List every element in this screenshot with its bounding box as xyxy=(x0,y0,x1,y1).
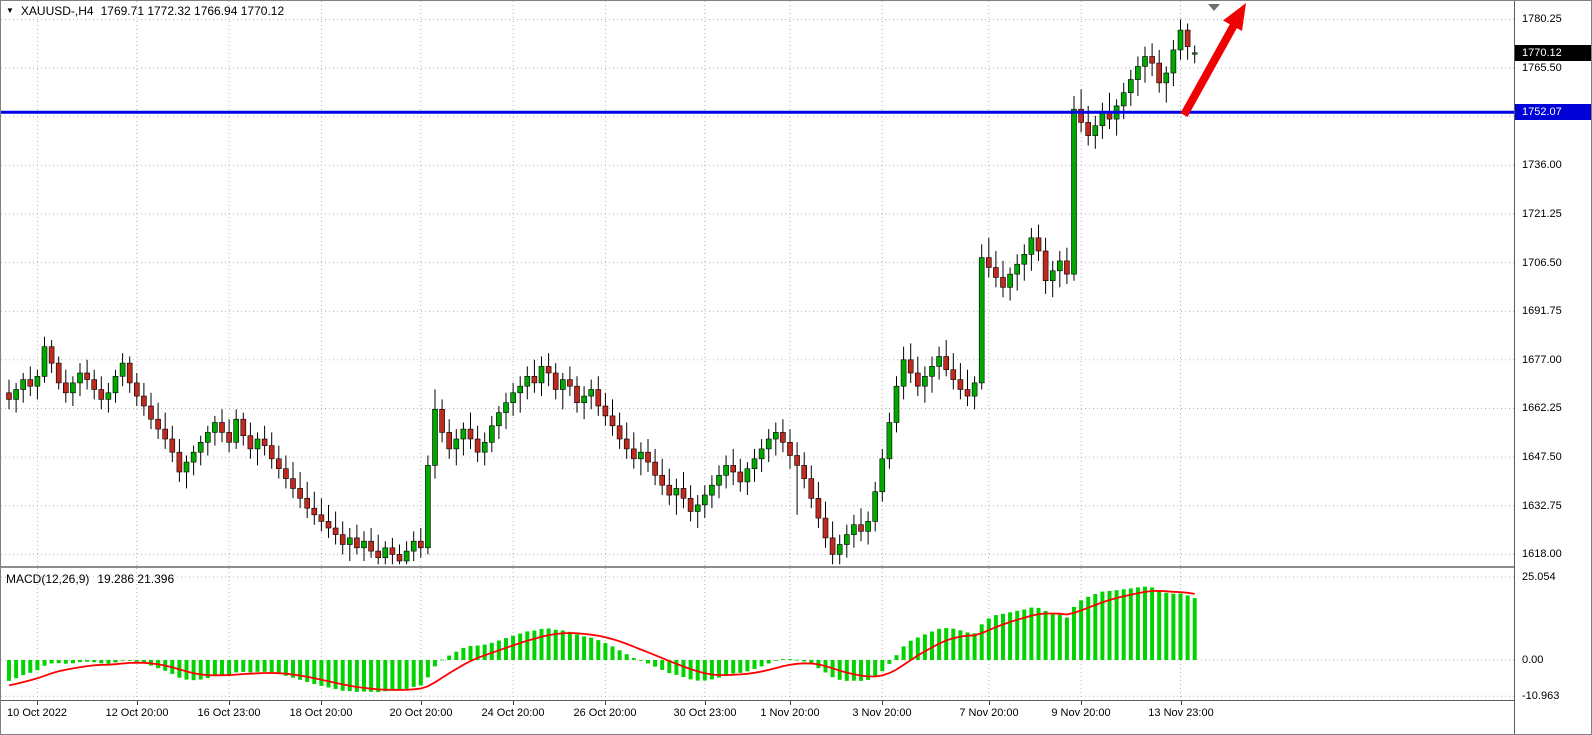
current-price-tag: 1770.12 xyxy=(1515,45,1591,61)
time-tick-label: 12 Oct 20:00 xyxy=(105,707,169,719)
macd-histogram xyxy=(7,586,1197,693)
price-tick-label: 1706.50 xyxy=(1522,257,1562,269)
symbol-dropdown-icon[interactable]: ▼ xyxy=(6,6,14,15)
pane-separator[interactable] xyxy=(1,566,1591,568)
chart-shift-marker[interactable] xyxy=(1208,4,1220,11)
price-tick-label: 1765.50 xyxy=(1522,62,1562,74)
time-tick xyxy=(37,701,38,705)
time-tick-label: 16 Oct 23:00 xyxy=(197,707,261,719)
time-tick-label: 7 Nov 20:00 xyxy=(959,707,1019,719)
time-tick-label: 18 Oct 20:00 xyxy=(289,707,353,719)
price-chart-canvas[interactable] xyxy=(1,1,1514,566)
time-axis[interactable]: 10 Oct 2022 12 Oct 20:00 16 Oct 23:00 18 Oc… xyxy=(1,700,1514,734)
macd-value-labels: 19.286 21.396 xyxy=(97,572,175,586)
time-tick xyxy=(989,701,990,705)
time-tick xyxy=(1081,701,1082,705)
price-tick-label: 1691.75 xyxy=(1522,305,1562,317)
time-tick xyxy=(421,701,422,705)
time-tick-label: 24 Oct 20:00 xyxy=(481,707,545,719)
time-tick xyxy=(513,701,514,705)
time-tick xyxy=(1181,701,1182,705)
time-tick-label: 3 Nov 20:00 xyxy=(852,707,912,719)
price-tick-label: 1721.25 xyxy=(1522,208,1562,220)
price-tick-label: 1736.00 xyxy=(1522,159,1562,171)
time-tick xyxy=(882,701,883,705)
time-tick-label: 9 Nov 20:00 xyxy=(1051,707,1111,719)
time-tick-label: 13 Nov 23:00 xyxy=(1148,707,1214,719)
price-pane: ▼ XAUUSD-,H4 1769.71 1772.32 1766.94 177… xyxy=(1,1,1514,566)
macd-signal-line xyxy=(8,589,1195,691)
time-tick xyxy=(229,701,230,705)
macd-tick-label: 25.054 xyxy=(1522,571,1556,583)
price-tick-label: 1618.00 xyxy=(1522,548,1562,560)
price-tick-label: 1662.25 xyxy=(1522,402,1562,414)
time-tick-label: 20 Oct 20:00 xyxy=(389,707,453,719)
time-tick xyxy=(605,701,606,705)
symbol-timeframe-label: XAUUSD-,H4 xyxy=(20,4,94,18)
price-tick-label: 1632.75 xyxy=(1522,500,1562,512)
time-tick-label: 30 Oct 23:00 xyxy=(673,707,737,719)
macd-pane xyxy=(1,568,1514,699)
price-axis[interactable]: 1770.12 1752.07 1780.251765.501750.75173… xyxy=(1514,1,1591,734)
time-tick xyxy=(321,701,322,705)
chart-title: ▼ XAUUSD-,H4 1769.71 1772.32 1766.94 177… xyxy=(6,4,284,18)
macd-title: MACD(12,26,9) 19.286 21.396 xyxy=(6,572,174,586)
price-tick-label: 1647.50 xyxy=(1522,451,1562,463)
candles xyxy=(6,19,1198,565)
time-tick xyxy=(137,701,138,705)
price-tick-label: 1780.25 xyxy=(1522,13,1562,25)
macd-name-label: MACD(12,26,9) xyxy=(6,572,90,586)
macd-chart-canvas[interactable] xyxy=(1,568,1514,699)
macd-tick-label: -10.963 xyxy=(1522,690,1560,702)
time-tick-label: 10 Oct 2022 xyxy=(7,707,67,719)
hline-price-tag: 1752.07 xyxy=(1515,104,1591,120)
ohlc-values: 1769.71 1772.32 1766.94 1770.12 xyxy=(100,4,285,18)
trend-arrow-icon[interactable] xyxy=(1180,3,1246,117)
time-tick-label: 26 Oct 20:00 xyxy=(573,707,637,719)
time-tick xyxy=(705,701,706,705)
time-tick xyxy=(790,701,791,705)
macd-tick-label: 0.00 xyxy=(1522,654,1544,666)
price-tick-label: 1677.00 xyxy=(1522,354,1562,366)
time-tick-label: 1 Nov 20:00 xyxy=(760,707,820,719)
